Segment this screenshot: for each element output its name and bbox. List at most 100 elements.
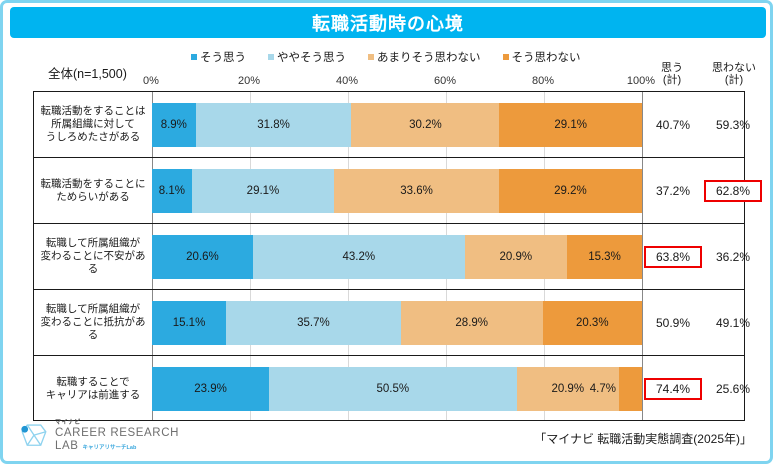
legend-swatch-icon <box>268 54 274 60</box>
logo-jp-subtitle: キャリアリサーチLab <box>82 444 137 451</box>
total-disagree-value: 59.3% <box>715 118 751 132</box>
row-label: 転職活動をすることに ためらいがある <box>34 158 152 223</box>
x-axis-ticks: 0% 20% 40% 60% 80% 100% <box>143 75 655 89</box>
stacked-bar: 20.6% 43.2% 20.9% 15.3% <box>152 235 642 279</box>
sample-size-label: 全体(n=1,500) <box>48 67 127 81</box>
bar-segment-1[interactable]: 35.7% <box>225 301 401 345</box>
bar-segment-0[interactable]: 15.1% <box>152 301 226 345</box>
bar-segment-0[interactable]: 23.9% <box>152 367 270 411</box>
bar-segment-value: 20.3% <box>575 317 609 329</box>
column-header-agree-line2: (計) <box>662 73 682 86</box>
bar-segment-1[interactable]: 29.1% <box>191 169 335 213</box>
bar-segment-value: 15.3% <box>588 251 621 263</box>
row-label: 転職することで キャリアは前進する <box>34 356 152 422</box>
column-header-agree-line1: 思う <box>661 62 683 74</box>
bar-segment-3[interactable]: 29.1% <box>499 103 642 147</box>
legend-swatch-icon <box>191 54 197 60</box>
bar-segment-2[interactable]: 28.9% <box>400 301 543 345</box>
legend-label: あまりそう思わない <box>377 52 481 64</box>
logo-text-block: マイナビ CAREER RESEARCH LAB キャリアリサーチLab <box>55 420 179 452</box>
chart-title-bar: 転職活動時の心境 <box>10 7 766 38</box>
bar-segment-1[interactable]: 31.8% <box>195 103 352 147</box>
bar-segment-value: 50.5% <box>376 383 410 395</box>
row-label-line: 変わることに不安がある <box>40 250 146 275</box>
legend-item-2: あまりそう思わない <box>368 49 481 65</box>
bar-segment-value: 31.8% <box>257 119 290 131</box>
bar-segment-3[interactable]: 15.3% <box>567 235 642 279</box>
bar-segment-value: 20.6% <box>186 251 219 263</box>
bar-segment-0[interactable]: 8.1% <box>152 169 192 213</box>
total-agree-value: 50.9% <box>655 316 691 330</box>
stacked-bar: 8.1% 29.1% 33.6% 29.2% <box>152 169 642 213</box>
row-label-line: ためらいがある <box>56 190 130 203</box>
legend-swatch-icon <box>502 54 509 60</box>
row-label-line: 所属組織に対して <box>51 118 135 130</box>
chart-row: 転職活動をすることに ためらいがある 8.1% 29.1% 33.6% 29.2% 37.2… <box>34 158 762 224</box>
bar-segment-value: 23.9% <box>194 383 227 395</box>
x-tick-40: 40% <box>335 75 359 87</box>
bar-segment-2[interactable]: 20.9% <box>516 367 619 411</box>
legend-swatch-icon <box>368 54 374 60</box>
x-tick-0: 0% <box>143 75 159 87</box>
chart-plot-area: 転職活動をすることは 所属組織に対して うしろめたさがある 8.9% 31.8% 30.2… <box>33 91 762 422</box>
chart-row: 転職することで キャリアは前進する 23.9% 50.5% 20.9% 4.7% 74.4%… <box>34 356 750 422</box>
bar-segment-value: 20.9% <box>551 383 585 395</box>
bar-segment-1[interactable]: 43.2% <box>252 235 465 279</box>
chart-row: 転職して所属組織が 変わることに抵抗がある 15.1% 35.7% 28.9% 20.3%… <box>34 290 750 356</box>
stacked-bar: 23.9% 50.5% 20.9% 4.7% <box>152 367 642 411</box>
row-label-line: 変わることに抵抗がある <box>40 316 146 341</box>
stacked-bar: 8.9% 31.8% 30.2% 29.1% <box>152 103 642 147</box>
total-agree-value: 74.4% <box>644 378 702 400</box>
totals-column-divider <box>642 92 643 420</box>
bar-segment-value: 30.2% <box>409 119 442 131</box>
bar-segment-3[interactable]: 4.7% <box>590 367 642 411</box>
bar-segment-value: 29.1% <box>554 119 587 131</box>
page-title: 転職活動時の心境 <box>312 13 464 34</box>
bar-segment-value: 4.7% <box>589 383 616 395</box>
bar-segment-value: 8.1% <box>158 185 185 197</box>
row-label-line: 転職して所属組織が <box>45 303 141 315</box>
source-note: 「マイナビ 転職活動実態調査(2025年)」 <box>534 432 752 446</box>
column-header-disagree-total: 思わない (計) <box>703 62 765 86</box>
bar-segment-2[interactable]: 30.2% <box>351 103 500 147</box>
row-label: 転職して所属組織が 変わることに不安がある <box>34 224 152 289</box>
bar-segment-value: 29.2% <box>554 185 587 197</box>
row-label-line: うしろめたさがある <box>45 131 141 143</box>
bar-segment-3[interactable]: 20.3% <box>542 301 642 345</box>
logo-line2-row: LAB キャリアリサーチLab <box>55 440 179 453</box>
row-label-line: 転職活動をすることに <box>40 177 146 190</box>
legend-item-0: そう思う <box>191 49 246 65</box>
total-disagree-value: 25.6% <box>715 382 751 396</box>
bar-segment-1[interactable]: 50.5% <box>269 367 517 411</box>
logo-kana: マイナビ <box>55 420 81 426</box>
stacked-bar: 15.1% 35.7% 28.9% 20.3% <box>152 301 642 345</box>
bar-segment-0[interactable]: 20.6% <box>152 235 253 279</box>
bar-segment-value: 28.9% <box>455 317 489 329</box>
bar-segment-value: 8.9% <box>160 119 187 131</box>
chart-row: 転職活動をすることは 所属組織に対して うしろめたさがある 8.9% 31.8% 30.2… <box>34 92 750 158</box>
total-agree-value: 40.7% <box>655 118 691 132</box>
chart-legend: そう思う ややそう思う あまりそう思わない そう思わない <box>191 49 661 65</box>
logo-line1: CAREER RESEARCH <box>55 427 180 439</box>
total-agree-value: 63.8% <box>644 246 702 268</box>
bar-segment-value: 20.9% <box>499 251 533 263</box>
bar-segment-2[interactable]: 33.6% <box>334 169 499 213</box>
legend-label: そう思わない <box>511 52 581 64</box>
row-label-line: キャリアは前進する <box>45 389 141 401</box>
bar-segment-value: 43.2% <box>342 251 376 263</box>
bar-segment-2[interactable]: 20.9% <box>464 235 568 279</box>
brand-logo: マイナビ CAREER RESEARCH LAB キャリアリサーチLab <box>17 419 179 453</box>
x-tick-60: 60% <box>433 75 457 87</box>
row-label-line: 転職することで <box>56 376 130 388</box>
row-label-line: 転職して所属組織が <box>45 237 141 249</box>
x-tick-20: 20% <box>237 75 261 87</box>
legend-item-3: そう思わない <box>502 49 581 65</box>
bar-segment-3[interactable]: 29.2% <box>498 169 642 213</box>
column-header-agree-total: 思う (計) <box>643 62 701 86</box>
legend-item-1: ややそう思う <box>268 49 346 65</box>
total-disagree-value: 62.8% <box>704 180 762 202</box>
row-label: 転職して所属組織が 変わることに抵抗がある <box>34 290 152 355</box>
legend-label: そう思う <box>200 52 246 64</box>
bar-segment-0[interactable]: 8.9% <box>152 103 196 147</box>
